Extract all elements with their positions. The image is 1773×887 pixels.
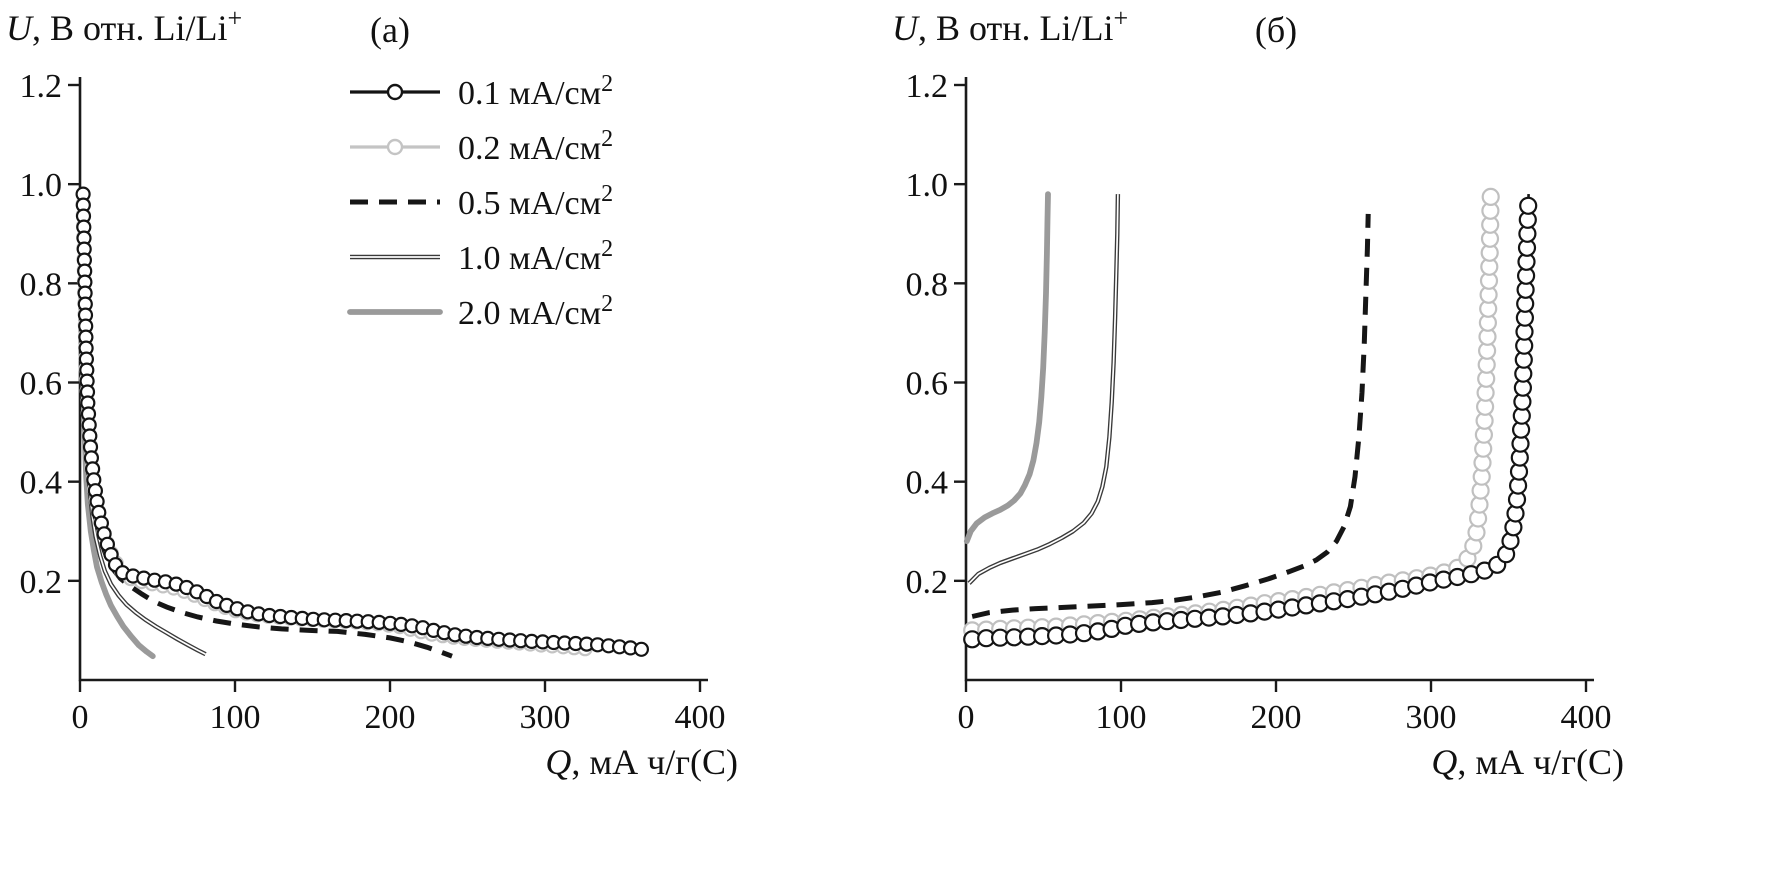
y-tick-label: 1.2: [20, 68, 63, 105]
legend-label-0.2: 0.2 мА/см2: [458, 126, 613, 167]
x-tick-label: 0: [72, 699, 89, 736]
legend: 0.1 мА/см2 0.2 мА/см2 0.5 мА/см2 1.0 мА/см2…: [347, 71, 613, 332]
series-0.2-b: [972, 194, 1492, 632]
y-tick-label: 0.2: [20, 564, 63, 601]
y-tick-label: 0.6: [906, 366, 949, 403]
series-1.0-b-core: [968, 194, 1119, 584]
x-axis-label: Q, мА ч/г(С): [545, 742, 738, 782]
series-2.0-b: [963, 191, 1051, 545]
x-tick-label: 200: [1251, 699, 1302, 736]
series-group: [963, 187, 1538, 649]
y-tick-label: 0.4: [20, 465, 63, 502]
chart-panel-b: 0.2 0.4 0.6 0.8 1.0 1.2 0 100 200 300 400 U, В отн.…: [892, 3, 1624, 782]
x-tick-label: 400: [675, 699, 726, 736]
y-tick-label: 1.0: [906, 167, 949, 204]
legend-label-0.5: 0.5 мА/см2: [458, 181, 613, 222]
legend-label-2.0: 2.0 мА/см2: [458, 291, 613, 332]
x-tick-label: 100: [210, 699, 261, 736]
legend-label-0.1: 0.1 мА/см2: [458, 71, 613, 112]
marker-0.1: [633, 641, 650, 657]
series-0.5-b: [971, 213, 1371, 619]
y-tick-label: 1.0: [20, 167, 63, 204]
y-tick-label: 0.4: [906, 465, 949, 502]
legend-marker-0.1: [386, 83, 404, 101]
x-tick-label: 200: [365, 699, 416, 736]
legend-label-1.0: 1.0 мА/см2: [458, 236, 613, 277]
y-tick-label: 0.2: [906, 564, 949, 601]
y-tick-label: 1.2: [906, 68, 949, 105]
panel-title: (а): [370, 10, 410, 50]
marker-0.1: [1519, 196, 1538, 215]
y-axis-label: U, В отн. Li/Li+: [6, 3, 242, 48]
series-group: [75, 186, 650, 660]
x-axis-label: Q, мА ч/г(С): [1431, 742, 1624, 782]
marker-0.2: [1481, 187, 1500, 206]
series-0.5-a: [80, 223, 453, 659]
x-tick-label: 400: [1561, 699, 1612, 736]
y-tick-label: 0.8: [906, 266, 949, 303]
x-tick-label: 300: [520, 699, 571, 736]
legend-marker-0.2: [386, 138, 404, 156]
panel-title: (б): [1255, 10, 1297, 50]
y-tick-label: 0.8: [20, 266, 63, 303]
x-tick-label: 100: [1096, 699, 1147, 736]
axes-b: [964, 77, 1594, 682]
chart-panel-a: 0.2 0.4 0.6 0.8 1.0 1.2 0 100 200 300 400 U, В отн.…: [6, 3, 738, 782]
panel-a: 0.2 0.4 0.6 0.8 1.0 1.2 0 100 200 300 400 U, В отн.…: [0, 0, 886, 887]
panel-b: 0.2 0.4 0.6 0.8 1.0 1.2 0 100 200 300 400 U, В отн.…: [886, 0, 1772, 887]
y-axis-label: U, В отн. Li/Li+: [892, 3, 1128, 48]
x-tick-label: 0: [958, 699, 975, 736]
x-tick-label: 300: [1406, 699, 1457, 736]
y-tick-label: 0.6: [20, 366, 63, 403]
